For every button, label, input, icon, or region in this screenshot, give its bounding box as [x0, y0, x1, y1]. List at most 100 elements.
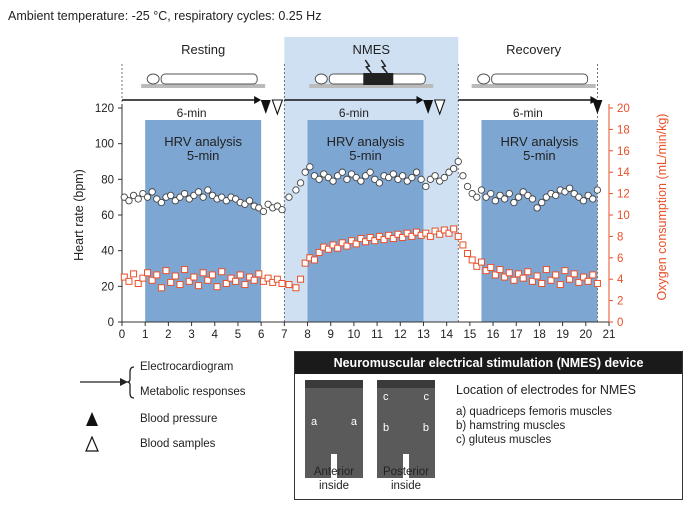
- y-tick-label-right: 6: [617, 253, 623, 265]
- x-tick-label: 14: [440, 329, 453, 341]
- vo2-point: [218, 268, 226, 276]
- location-item: a) quadriceps femoris muscles: [456, 406, 612, 418]
- location-item: c) gluteus muscles: [456, 434, 552, 446]
- vo2-point: [297, 275, 305, 283]
- vo2-point: [575, 278, 583, 286]
- hr-point: [510, 198, 518, 207]
- hr-point: [417, 175, 425, 183]
- person-head-icon: [314, 73, 328, 85]
- vo2-point: [426, 232, 434, 240]
- vo2-point: [285, 281, 293, 289]
- legend-ecg: Electrocardiogram: [140, 361, 234, 373]
- vo2-point: [589, 271, 597, 279]
- vo2-point: [167, 278, 175, 286]
- vo2-point: [547, 276, 555, 284]
- vo2-point: [362, 238, 369, 246]
- vo2-point: [278, 279, 286, 287]
- vo2-point: [408, 232, 416, 240]
- chart-axes: 0 1 2 3 4 5 6 7 8 9 10 11 12 13 14 15 16 17 18 19 20 21020406…: [72, 103, 669, 341]
- vo2-point: [204, 276, 212, 284]
- hr-point: [491, 197, 500, 205]
- vo2-point: [250, 276, 258, 284]
- vo2-point: [533, 272, 541, 280]
- vo2-point: [315, 248, 323, 256]
- hr-point: [245, 197, 254, 205]
- vo2-point: [496, 266, 504, 274]
- hr-point: [343, 175, 351, 183]
- y-tick-label-right: 14: [617, 167, 630, 179]
- duration-label: 6-min: [339, 106, 369, 120]
- vo2-point: [162, 267, 170, 275]
- x-tick-label: 3: [188, 329, 194, 341]
- x-tick-label: 15: [463, 329, 476, 341]
- phase-label: Resting: [181, 42, 225, 57]
- y-tick-label-right: 20: [617, 103, 630, 115]
- x-tick-label: 19: [556, 329, 569, 341]
- person-body-icon: [160, 73, 258, 85]
- x-tick-label: 7: [281, 329, 287, 341]
- hr-point: [528, 195, 537, 203]
- vo2-point: [477, 258, 485, 266]
- hr-point: [204, 186, 212, 194]
- legend-blood-samples: Blood samples: [140, 438, 216, 450]
- hr-point: [285, 193, 293, 201]
- vo2-point: [273, 275, 281, 283]
- x-tick-label: 1: [142, 329, 148, 341]
- hr-point: [454, 157, 462, 166]
- vo2-point: [125, 277, 133, 285]
- vo2-point: [584, 277, 592, 285]
- bed-icon: [471, 84, 596, 88]
- vo2-point: [236, 271, 244, 279]
- hr-point: [398, 172, 407, 180]
- nmes-device-panel: Neuromuscular electrical stimulation (NM…: [294, 351, 683, 500]
- y-tick-label-left: 120: [95, 103, 114, 115]
- hr-point: [552, 191, 560, 200]
- vo2-point: [241, 281, 249, 289]
- hr-point: [589, 195, 597, 203]
- blood-pressure-marker: [592, 100, 603, 114]
- hr-point: [565, 184, 574, 192]
- vo2-point: [181, 266, 189, 274]
- vo2-point: [579, 273, 587, 281]
- vo2-point: [148, 276, 156, 284]
- lightning-icon: [380, 59, 388, 74]
- blood-pressure-icon: [86, 412, 98, 426]
- vo2-point: [199, 269, 207, 277]
- anterior-shorts-photo: a a: [305, 380, 363, 478]
- legend-arrow-icon: [80, 366, 135, 399]
- lightning-icon: [364, 59, 372, 74]
- person-head-icon: [477, 73, 491, 85]
- vo2-point: [542, 266, 550, 274]
- vo2-point: [524, 268, 532, 276]
- vo2-point: [510, 276, 518, 284]
- vo2-point: [130, 270, 138, 278]
- hr-point: [143, 193, 152, 201]
- vo2-point: [171, 272, 179, 280]
- vo2-point: [570, 270, 578, 278]
- hr-point: [278, 205, 286, 214]
- hr-point: [477, 186, 486, 194]
- hr-point: [533, 204, 541, 212]
- y-tick-label-left: 100: [95, 139, 114, 151]
- vo2-point: [515, 270, 523, 278]
- y-tick-label-right: 16: [617, 146, 630, 158]
- bed-icon: [309, 84, 434, 88]
- vo2-point: [190, 273, 198, 281]
- vo2-point: [195, 282, 203, 290]
- hr-point: [315, 175, 323, 183]
- vo2-point: [371, 237, 379, 245]
- hr-point: [593, 186, 602, 194]
- x-tick-label: 16: [487, 329, 500, 341]
- electrode-label: a: [311, 416, 318, 428]
- legend-metabolic: Metabolic responses: [140, 386, 246, 398]
- hr-point: [167, 191, 175, 200]
- vo2-point: [264, 274, 272, 282]
- person-head-icon: [146, 73, 160, 85]
- hr-point: [134, 195, 142, 203]
- vo2-point: [538, 279, 546, 287]
- vo2-point: [380, 236, 388, 244]
- data-points: [120, 157, 602, 292]
- hr-point: [357, 177, 365, 185]
